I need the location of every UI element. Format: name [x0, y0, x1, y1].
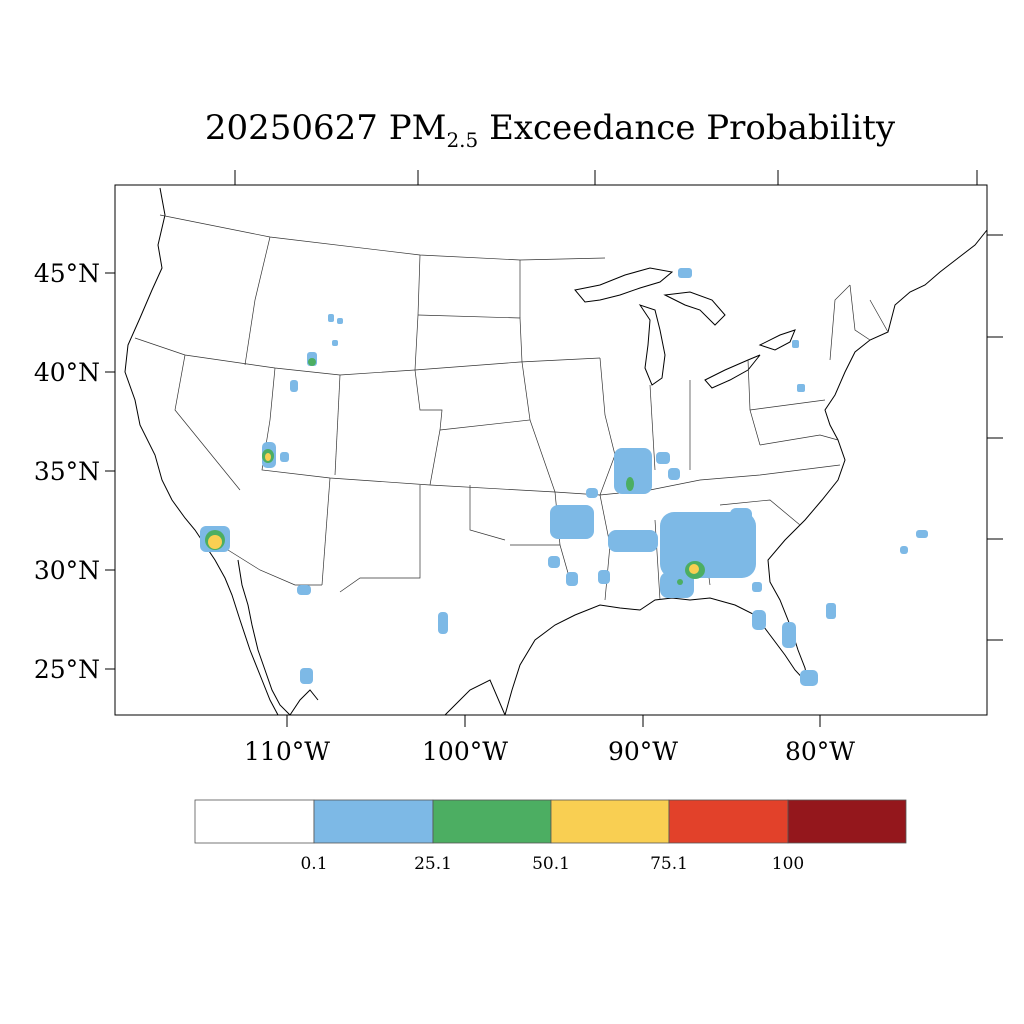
colorbar-label-3: 75.1: [650, 854, 688, 874]
lat-label-35: 35°N: [34, 457, 100, 486]
colorbar-box-2: [432, 799, 552, 844]
frame-ticks: [105, 170, 1003, 727]
lat-label-45: 45°N: [34, 259, 100, 288]
map-title: 20250627 PM2.5 Exceedance Probability: [0, 108, 1024, 152]
probability-yellow: [208, 453, 699, 574]
colorbar-box-4: [668, 799, 789, 844]
coastline: [124, 187, 987, 715]
great-lakes: [574, 267, 796, 389]
state-borders: [134, 214, 889, 601]
colorbar-box-3: [550, 799, 670, 844]
title-pollutant: PM: [388, 108, 447, 148]
colorbar-label-0: 0.1: [300, 854, 327, 874]
lat-label-30: 30°N: [34, 556, 100, 585]
colorbar-labels: 0.1 25.1 50.1 75.1 100: [300, 854, 804, 874]
colorbar: [194, 799, 907, 844]
lat-label-40: 40°N: [34, 358, 100, 387]
colorbar-label-4: 100: [772, 854, 804, 874]
lon-label-90: 90°W: [608, 737, 678, 766]
colorbar-box-1: [313, 799, 434, 844]
title-suffix: Exceedance Probability: [489, 108, 896, 148]
colorbar-label-2: 50.1: [532, 854, 570, 874]
longitude-labels: 110°W 100°W 90°W 80°W: [244, 737, 855, 766]
probability-blue: [200, 268, 928, 686]
title-subscript: 2.5: [446, 127, 479, 152]
lat-label-25: 25°N: [34, 655, 100, 684]
lon-label-80: 80°W: [785, 737, 855, 766]
colorbar-box-5: [787, 799, 907, 844]
lon-label-100: 100°W: [422, 737, 508, 766]
title-date: 20250627: [204, 108, 378, 148]
lon-label-110: 110°W: [244, 737, 330, 766]
colorbar-label-1: 25.1: [414, 854, 452, 874]
colorbar-box-0: [194, 799, 315, 844]
map-frame: [114, 184, 988, 716]
latitude-labels: 45°N 40°N 35°N 30°N 25°N: [34, 259, 100, 684]
